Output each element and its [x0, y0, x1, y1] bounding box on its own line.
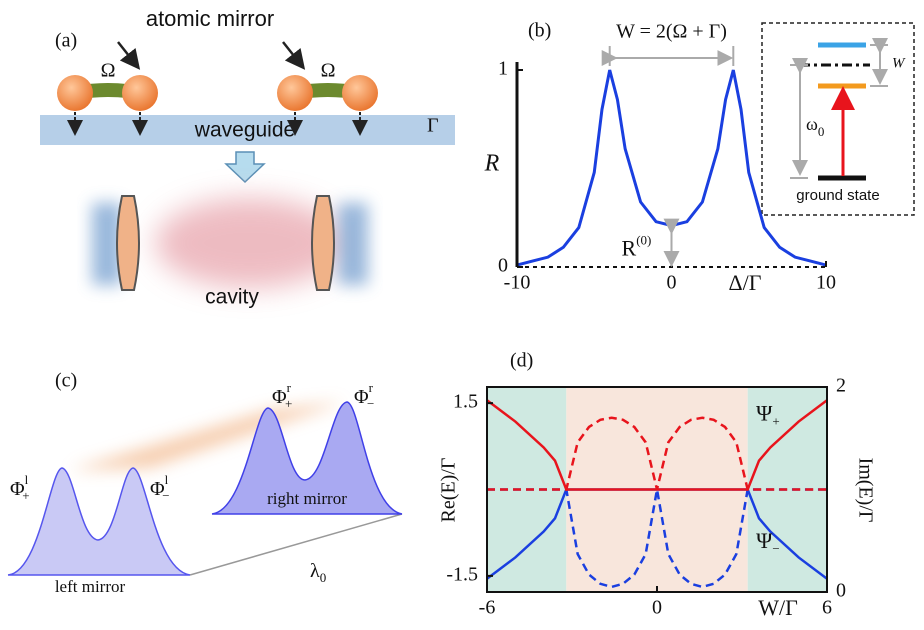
x-tick-label: 6: [822, 597, 832, 619]
panel-tag: (c): [55, 370, 77, 392]
atom: [122, 75, 158, 111]
label-sup: (0): [636, 232, 651, 247]
panel-tag: (b): [528, 20, 551, 42]
label-sup: l: [25, 472, 29, 487]
x-axis-label: W/Γ: [758, 595, 798, 620]
arrow: [117, 41, 141, 70]
ground-label: ground state: [796, 187, 879, 204]
x-tick-label: 0: [667, 272, 677, 294]
x-tick-label: -6: [479, 597, 496, 619]
cavity-mode: [155, 198, 345, 288]
curve-label: Ψ+: [756, 401, 780, 429]
cavity-label: cavity: [205, 286, 259, 309]
phi-label: Φl +: [10, 472, 30, 503]
label-base: λ: [310, 560, 320, 582]
panel-tag: (d): [510, 350, 533, 372]
atom: [57, 75, 93, 111]
label-sub: −: [367, 396, 374, 411]
label-sub: 0: [320, 570, 327, 585]
omega-label: Ω: [321, 60, 336, 82]
label-base: Φ: [272, 386, 287, 408]
x-axis-label: Δ/Γ: [729, 270, 762, 295]
y-tick-label: 1: [498, 58, 508, 80]
x-tick-label: 0: [652, 597, 662, 619]
y-tick-label: 1.5: [453, 391, 478, 413]
label-sub: +: [22, 488, 29, 503]
arrow: [282, 41, 306, 70]
inset-frame: [761, 22, 915, 216]
curve-label: Ψ−: [756, 528, 780, 556]
dip-annotation: R(0): [622, 232, 652, 260]
panel-tag: (a): [55, 30, 77, 52]
label-sup: r: [369, 380, 374, 395]
y-tick-label: -1.5: [446, 563, 478, 585]
baseline: [189, 513, 403, 576]
label-base: Φ: [150, 478, 165, 500]
right-mirror-label: right mirror: [267, 489, 347, 508]
label-base: ω: [806, 114, 818, 134]
x-tick-label: -10: [504, 272, 531, 294]
panel-c: (c) Φl + Φl − Φr + Φr − right mirror left mi…: [7, 370, 403, 596]
x-tick-label: 10: [816, 272, 836, 294]
y2-axis-label: Im(E)/Γ: [854, 458, 876, 523]
y-axis-label: R: [484, 151, 500, 177]
label-base: R: [622, 235, 637, 260]
w-label: W: [892, 55, 906, 71]
block-arrow: [224, 151, 266, 184]
label-sub: +: [285, 396, 292, 411]
mirror-label: atomic mirror: [146, 6, 274, 31]
phi-label: Φr −: [354, 380, 374, 411]
label-base: Φ: [10, 478, 25, 500]
label-sup: r: [287, 380, 292, 395]
left-peaks: [7, 467, 191, 576]
omega-label: Ω: [101, 60, 116, 82]
label-base: Ψ: [756, 401, 773, 426]
waveguide-label: waveguide: [194, 119, 295, 142]
label-base: Ψ: [756, 528, 773, 553]
curve: [486, 399, 828, 491]
beam: [70, 402, 345, 470]
gamma-label: Γ: [427, 115, 439, 137]
atom: [342, 75, 378, 111]
lambda-label: λ0: [310, 560, 326, 585]
mirror: [116, 195, 140, 291]
y-tick-label: 0: [498, 255, 508, 277]
waveguide: [40, 115, 455, 145]
right-peaks: [211, 401, 403, 515]
phi-label: Φl −: [150, 472, 170, 503]
label-sub: +: [772, 414, 779, 429]
y2-tick-label: 2: [836, 375, 846, 397]
left-mirror-label: left mirror: [55, 577, 126, 596]
mirror: [311, 195, 335, 291]
label-sub: −: [772, 541, 779, 556]
decay-arrows: [67, 112, 368, 136]
omega0-label: ω0: [806, 114, 824, 139]
width-annotation: W = 2(Ω + Γ): [616, 21, 727, 43]
label-sub: 0: [818, 124, 825, 139]
atom: [277, 75, 313, 111]
label-base: Φ: [354, 386, 369, 408]
phi-label: Φr +: [272, 380, 292, 411]
label-sub: −: [162, 488, 169, 503]
mirror-glow: [338, 203, 368, 285]
y-axis-label: Re(E)/Γ: [438, 458, 460, 523]
y2-tick-label: 0: [836, 580, 846, 602]
panel-a: (a) atomic mirror waveguide Ω Ω Γ cavity: [40, 6, 455, 309]
inset: W ω0 ground state: [761, 22, 915, 216]
label-sup: l: [165, 472, 169, 487]
